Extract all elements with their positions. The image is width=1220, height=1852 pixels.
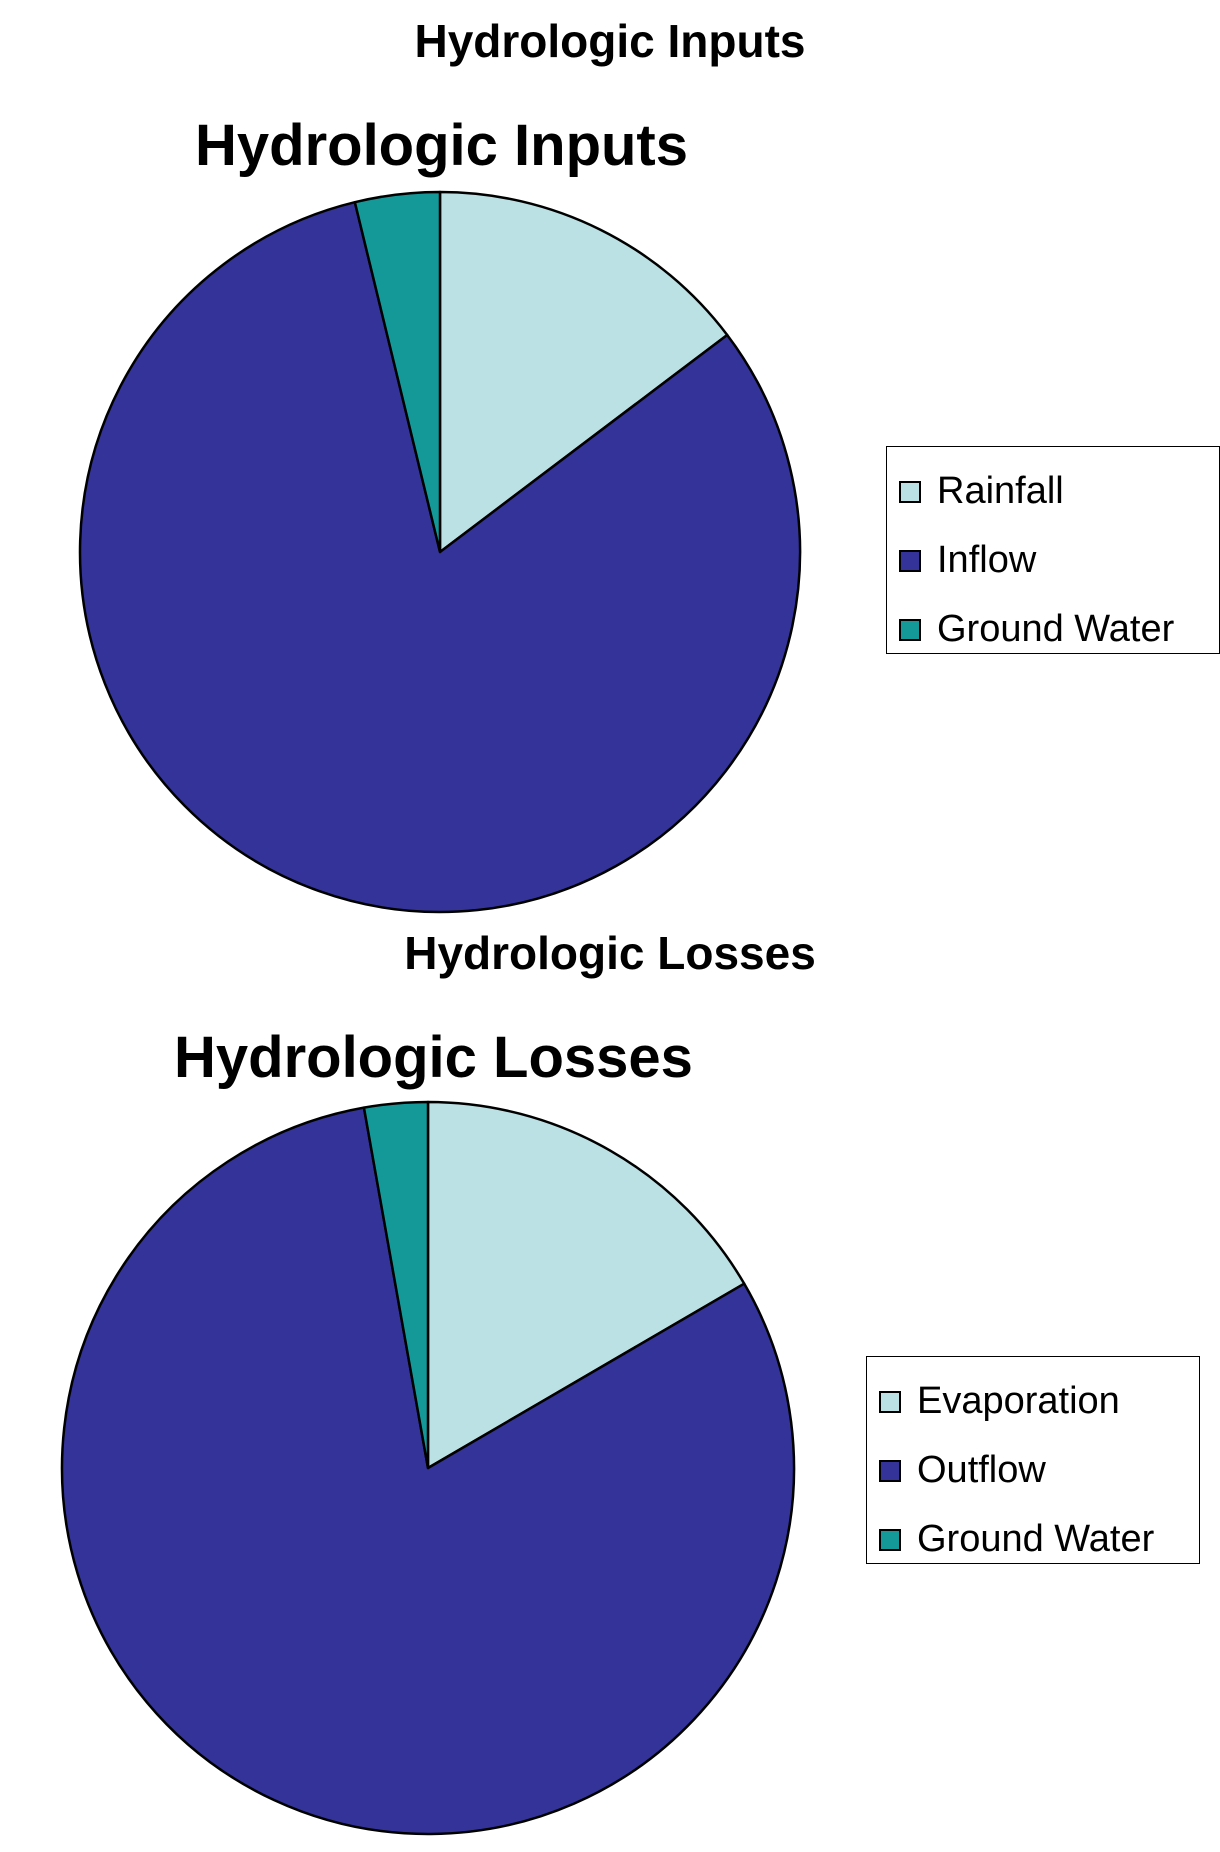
legend-swatch bbox=[879, 1528, 901, 1551]
pie-slice-rainfall bbox=[438, 190, 729, 554]
legend-item: Inflow bbox=[899, 526, 1207, 595]
pie-slice-inflow bbox=[78, 200, 802, 914]
legend-inputs: Rainfall Inflow Ground Water bbox=[886, 446, 1220, 654]
pie-slice-evaporation bbox=[426, 1100, 746, 1470]
legend-swatch bbox=[899, 549, 921, 572]
pie-slice-ground-water bbox=[353, 190, 442, 554]
pie-slice-ground-water bbox=[362, 1100, 430, 1470]
legend-item: Outflow bbox=[879, 1436, 1187, 1505]
legend-swatch bbox=[879, 1459, 901, 1482]
legend-losses: Evaporation Outflow Ground Water bbox=[866, 1356, 1200, 1564]
legend-label: Ground Water bbox=[917, 1518, 1155, 1560]
chart-title-losses: Hydrologic Losses bbox=[174, 1025, 693, 1090]
legend-item: Evaporation bbox=[879, 1367, 1187, 1436]
page-title-losses: Hydrologic Losses bbox=[404, 927, 816, 979]
legend-label: Inflow bbox=[937, 539, 1037, 581]
page-title-inputs: Hydrologic Inputs bbox=[414, 15, 806, 67]
legend-item: Ground Water bbox=[899, 595, 1207, 664]
pie-slice-outflow bbox=[60, 1106, 796, 1836]
legend-label: Ground Water bbox=[937, 608, 1175, 650]
legend-label: Evaporation bbox=[917, 1380, 1120, 1422]
legend-swatch bbox=[899, 480, 921, 503]
legend-item: Ground Water bbox=[879, 1505, 1187, 1574]
legend-label: Outflow bbox=[917, 1449, 1046, 1491]
legend-label: Rainfall bbox=[937, 470, 1064, 512]
legend-swatch bbox=[899, 618, 921, 641]
legend-item: Rainfall bbox=[899, 457, 1207, 526]
legend-swatch bbox=[879, 1390, 901, 1413]
chart-title-inputs: Hydrologic Inputs bbox=[195, 113, 688, 178]
